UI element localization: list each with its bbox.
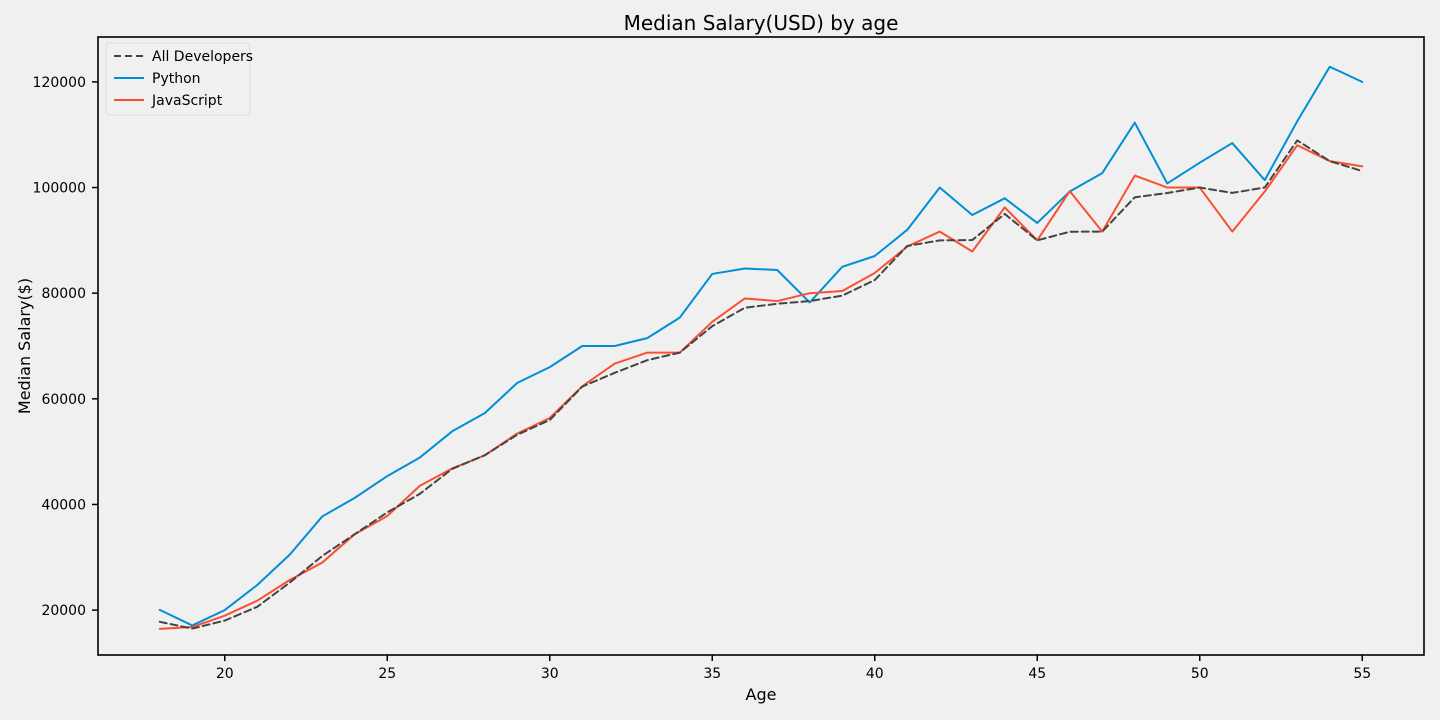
series-line-javascript [158,144,1364,630]
legend: All Developers Python JavaScript [105,42,253,116]
legend-label: JavaScript [151,93,223,109]
x-tick-label: 25 [378,666,396,682]
y-tick-label: 120000 [33,75,86,91]
plot-area [97,36,1425,656]
y-tick-label: 40000 [41,497,86,513]
y-tick-label: 60000 [41,392,86,408]
y-tick-label: 100000 [33,181,86,197]
x-tick-label: 35 [703,666,721,682]
x-tick-label: 45 [1028,666,1046,682]
series-line-all-developers [158,139,1364,630]
y-tick-label: 80000 [41,286,86,302]
y-tick-label: 20000 [41,603,86,619]
x-tick-label: 30 [541,666,559,682]
ticks-layer: 20 25 30 35 40 45 50 55 20000 40000 60000 80000 1000… [33,75,1372,682]
legend-box [105,42,251,116]
x-tick-label: 50 [1191,666,1209,682]
y-axis-label: Median Salary($) [15,278,34,414]
legend-label: Python [152,71,201,87]
x-axis-label: Age [746,685,777,704]
chart-title: Median Salary(USD) by age [624,11,899,35]
series-layer [158,65,1364,630]
x-tick-label: 40 [866,666,884,682]
x-tick-label: 55 [1353,666,1371,682]
legend-label: All Developers [152,49,253,65]
series-line-python [158,65,1364,627]
x-tick-label: 20 [216,666,234,682]
